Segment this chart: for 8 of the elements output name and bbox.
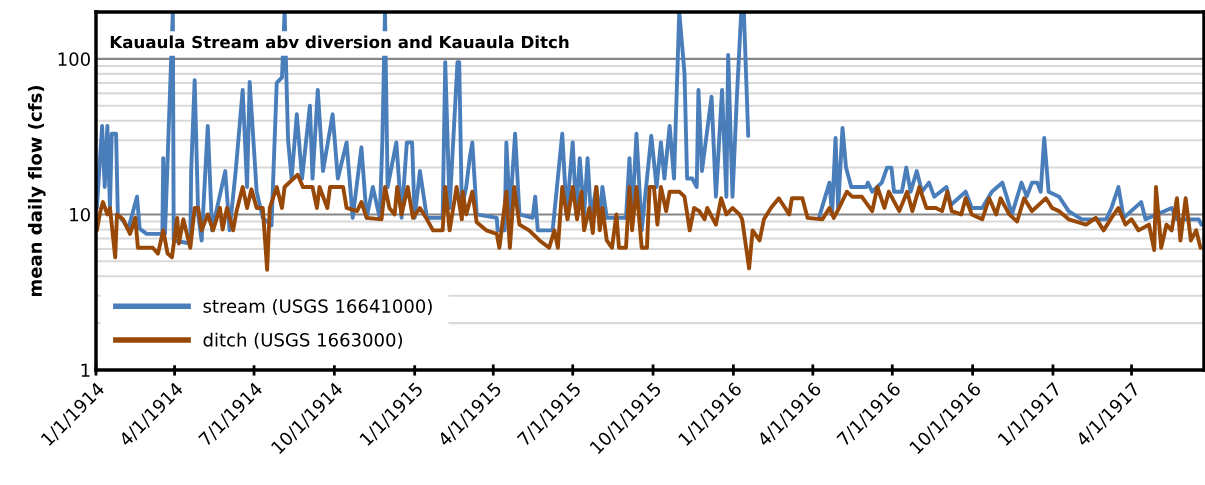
- y-axis-title: mean daily flow (cfs): [27, 85, 46, 297]
- legend-label: ditch (USGS 1663000): [203, 332, 403, 349]
- text: Kauaula Stream abv diversion and Kauaula Ditch: [110, 35, 569, 49]
- y-tick-label: 10: [70, 207, 90, 222]
- legend-label: stream (USGS 16641000): [203, 298, 432, 316]
- y-tick-label: 100: [58, 52, 90, 66]
- line-series: [96, 172, 1203, 272]
- y-tick-label: 1: [81, 363, 90, 377]
